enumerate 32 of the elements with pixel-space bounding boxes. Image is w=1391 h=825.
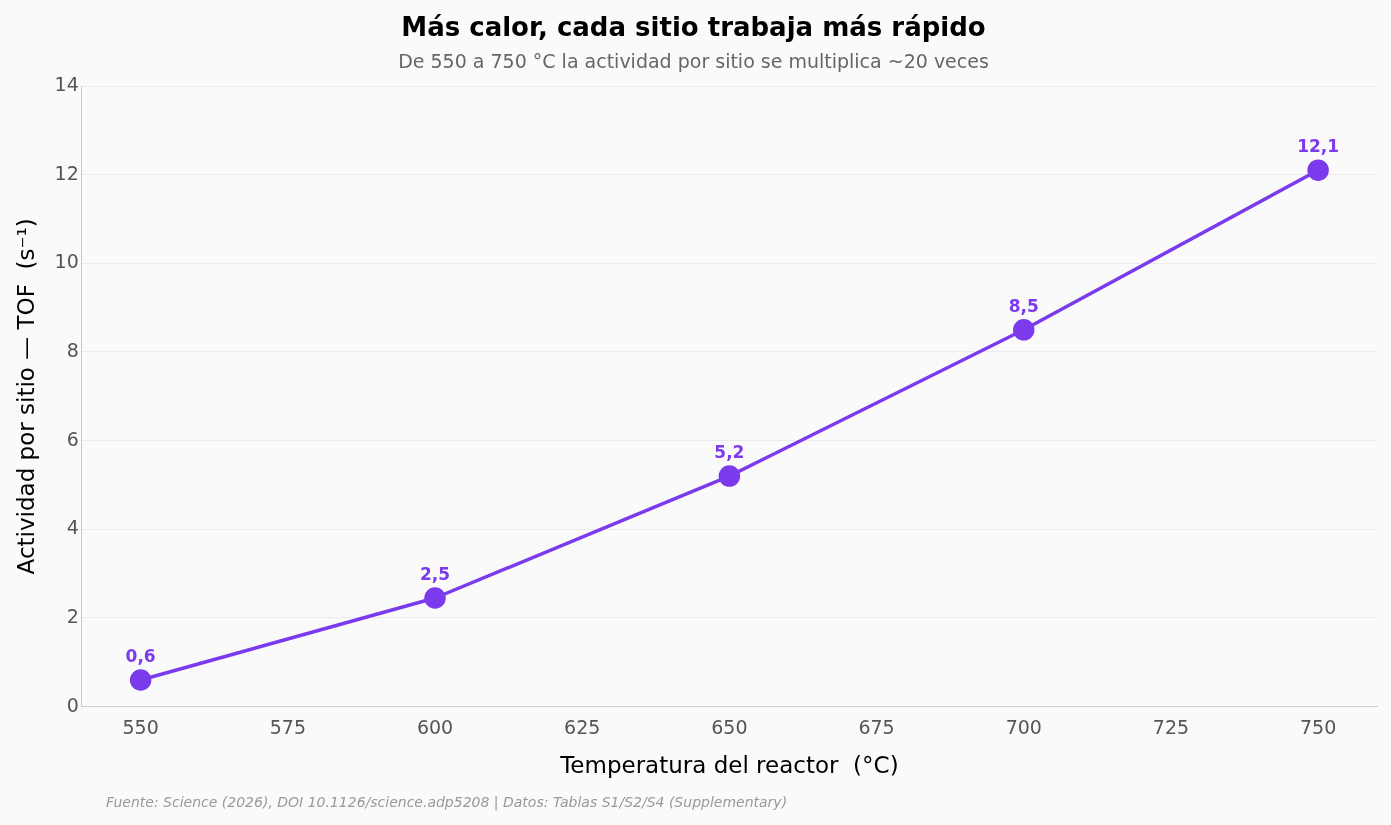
source-note: Fuente: Science (2026), DOI 10.1126/science.adp5208 | Datos: Tablas S1/S2/S4 (Supplementary): [106, 794, 788, 811]
y-tick-label: 8: [66, 338, 79, 361]
x-tick-label: 725: [1152, 715, 1190, 738]
x-tick-label: 650: [711, 715, 748, 738]
point: [129, 669, 152, 691]
data-label: 5,2: [714, 442, 745, 463]
y-tick-label: 6: [66, 427, 79, 450]
point: [424, 587, 446, 609]
chart-subtitle: De 550 a 750 °C la actividad por sitio se multiplica ~20 veces: [398, 49, 989, 72]
data-label: 12,1: [1297, 136, 1340, 157]
x-tick-label: 625: [564, 715, 601, 738]
y-tick-label: 0: [66, 693, 79, 716]
data-label: 2,5: [419, 563, 451, 584]
x-tick-label: 575: [269, 715, 306, 738]
data-label: 0,6: [125, 645, 156, 666]
chart-title: Más calor, cada sitio trabaja más rápido: [401, 12, 986, 43]
y-tick-label: 4: [66, 516, 79, 539]
data-label: 8,5: [1008, 295, 1039, 316]
x-tick-label: 675: [858, 715, 895, 738]
x-tick-label: 700: [1005, 715, 1042, 738]
y-tick-label: 2: [66, 604, 79, 627]
x-tick-label: 750: [1299, 715, 1337, 738]
y-tick-label: 10: [54, 250, 79, 273]
point: [1013, 319, 1035, 341]
point: [1307, 159, 1329, 181]
x-tick-label: 550: [122, 715, 159, 738]
y-axis-title: Actividad por sitio — TOF (s⁻¹): [12, 218, 39, 575]
x-tick-label: 600: [416, 715, 454, 738]
y-tick-label: 14: [54, 72, 79, 95]
point: [718, 465, 741, 487]
y-tick-label: 12: [54, 161, 79, 184]
x-axis-title: Temperatura del reactor (°C): [559, 752, 899, 779]
